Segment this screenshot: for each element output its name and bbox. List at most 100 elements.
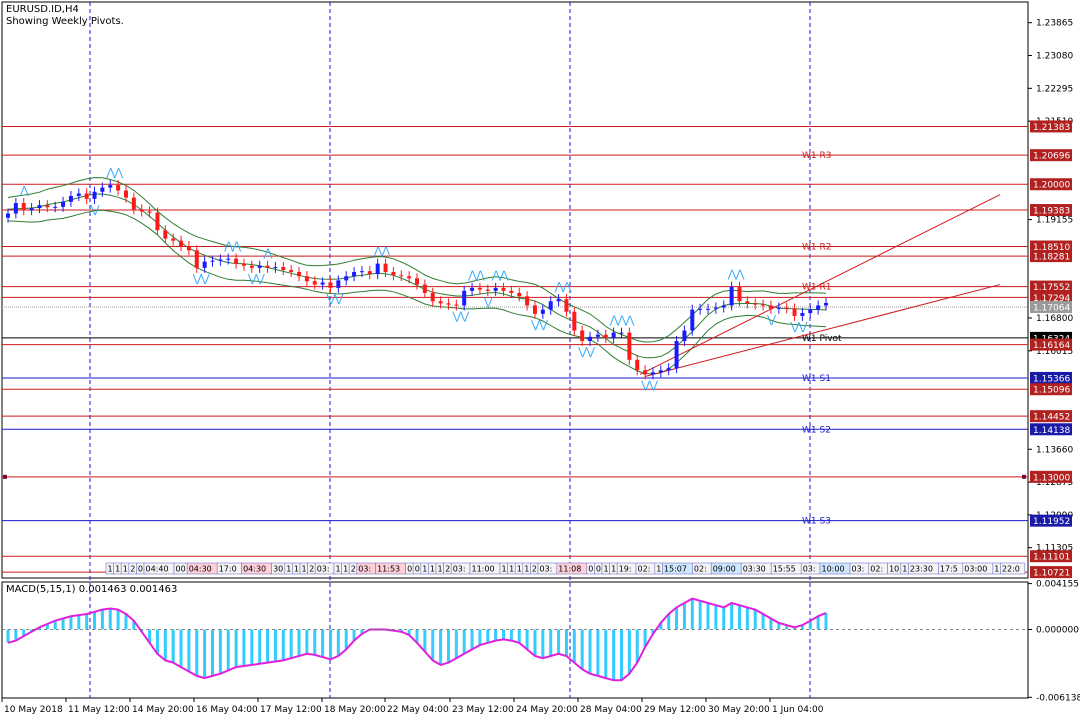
time-strip-label: 03:: [803, 565, 816, 574]
candle-body: [123, 190, 128, 198]
fractal-up: ⋀: [475, 269, 486, 282]
pivot-label: W1 Pivot: [802, 334, 842, 344]
fractal-up: ⋀: [467, 269, 478, 282]
price-label-text: 1.15096: [1033, 386, 1070, 396]
time-strip-label: 04:30: [243, 565, 266, 574]
candle-body: [438, 301, 443, 304]
time-strip-label: 1: [108, 565, 113, 574]
candle-body: [367, 271, 372, 275]
price-label-text: 1.16164: [1033, 341, 1070, 351]
time-strip-label: 1: [286, 565, 291, 574]
candle-body: [344, 276, 349, 281]
candle-body: [745, 301, 750, 304]
candle-body: [619, 332, 624, 334]
candle-body: [635, 359, 640, 371]
candle-body: [446, 303, 451, 305]
chart-subtitle: Showing Weekly Pivots.: [6, 16, 124, 27]
candle-body: [6, 213, 10, 218]
price-label-text: 1.13000: [1033, 473, 1070, 483]
fractal-down: ⋁: [538, 318, 549, 331]
price-label-text: 1.17552: [1033, 283, 1070, 293]
time-strip-label: 1: [994, 565, 999, 574]
pivot-label: W1 R3: [802, 151, 831, 161]
candle-body: [61, 201, 66, 207]
price-label-box: [1030, 338, 1072, 351]
price-label-box: [1030, 566, 1072, 579]
price-label-box: [1030, 550, 1072, 563]
y-tick-label: 1.22295: [1036, 84, 1073, 94]
price-label-box: [1030, 383, 1072, 396]
x-tick-label: 1 Jun 04:00: [772, 705, 824, 715]
time-strip-label: 1: [656, 565, 661, 574]
candle-body: [650, 372, 655, 375]
y-tick-label: 1.11305: [1036, 544, 1073, 554]
fractal-up: ⋀: [499, 269, 510, 282]
candle-body: [45, 205, 50, 208]
candle-body: [572, 311, 577, 331]
y-tick-label: 1.19155: [1036, 216, 1073, 226]
time-strip-label: 1: [430, 565, 435, 574]
fractal-down: ⋁: [797, 320, 808, 333]
candle-body: [407, 276, 412, 279]
time-strip-label: 22:0: [1002, 565, 1020, 574]
y-tick-label: 1.16800: [1036, 314, 1073, 324]
price-label-text: 1.15366: [1033, 374, 1070, 384]
candle-body: [68, 195, 73, 202]
candle-body: [674, 340, 679, 369]
band-lower: [7, 209, 827, 375]
fractal-up: ⋀: [609, 313, 620, 326]
price-label-box: [1030, 291, 1072, 304]
time-strip-label: 03:: [358, 565, 371, 574]
time-strip-label: 2: [130, 565, 135, 574]
candle-body: [493, 287, 498, 291]
candle-body: [179, 240, 184, 247]
fractal-down: ⋁: [459, 310, 470, 323]
candle-body: [698, 308, 703, 310]
fractal-up: ⋀: [624, 313, 635, 326]
price-label-box: [1030, 300, 1072, 313]
time-strip-label: 1: [524, 565, 529, 574]
candle-body: [226, 258, 231, 260]
candle-body: [218, 259, 223, 261]
price-label-box: [1030, 280, 1072, 293]
time-strip-label: 04:40: [146, 565, 169, 574]
price-label-box: [1030, 250, 1072, 263]
time-strip-label: 1: [509, 565, 514, 574]
candle-body: [485, 289, 490, 291]
macd-panel: 0.004155 0.000000 -0.006138: [2, 580, 1080, 703]
fractal-up: ⋀: [617, 313, 628, 326]
candle-body: [643, 370, 648, 375]
pivot-label: W1 S2: [802, 425, 831, 435]
fractal-up: ⋀: [734, 267, 745, 280]
candle-body: [548, 301, 553, 310]
time-strip-label: 1: [502, 565, 507, 574]
candle-body: [462, 290, 467, 306]
candles: [6, 180, 828, 380]
candle-body: [706, 308, 711, 310]
time-strip-label: 15:07: [664, 565, 687, 574]
time-strip-label: 03:: [540, 565, 553, 574]
candle-body: [509, 290, 514, 293]
candle-body: [281, 267, 286, 270]
candle-body: [454, 304, 459, 306]
candle-body: [100, 187, 105, 192]
level-marker: [1022, 474, 1026, 479]
candle-body: [470, 287, 475, 291]
time-strip-label: 03:: [852, 565, 865, 574]
fractal-up: ⋀: [223, 239, 234, 252]
fractal-down: ⋁: [333, 292, 344, 305]
candle-body: [690, 309, 695, 331]
fractal-up: ⋀: [561, 280, 572, 293]
candle-body: [776, 307, 781, 309]
price-label-text: 1.21383: [1033, 123, 1070, 133]
price-label-box: [1030, 470, 1072, 483]
candle-body: [721, 305, 726, 308]
candle-body: [737, 286, 742, 302]
time-strip-label: 09:00: [713, 565, 736, 574]
candle-body: [415, 278, 419, 285]
candle-body: [139, 209, 144, 212]
candle-body: [53, 206, 58, 208]
price-label-text: 1.19383: [1033, 207, 1070, 217]
time-strip-label: 17:5: [940, 565, 958, 574]
fractal-up: ⋀: [491, 269, 502, 282]
